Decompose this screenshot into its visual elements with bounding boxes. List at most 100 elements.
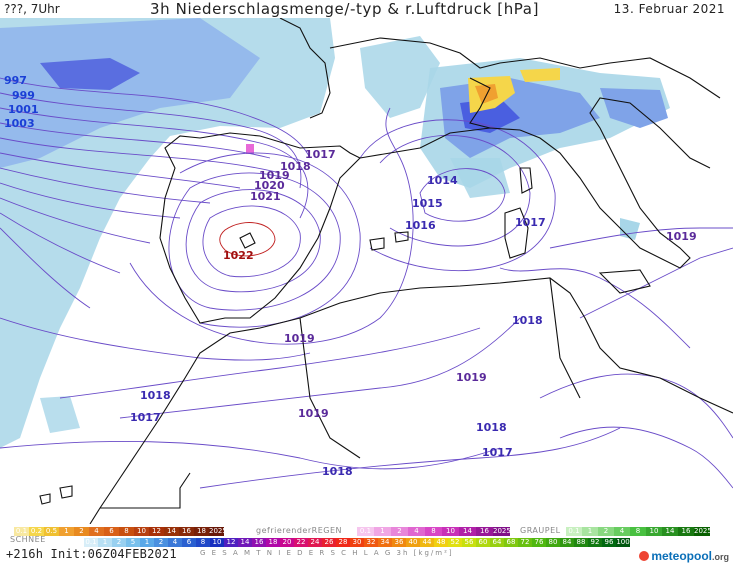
precip-atlantic-mid <box>0 18 260 168</box>
legend-snow-cell: 8 <box>196 538 210 547</box>
isobar-label-layer: 997 999 1001 1003 1017 1018 1019 1020 10… <box>4 74 697 478</box>
legend-snow-cell: 2 <box>112 538 126 547</box>
legend-graupel-cell: 10 <box>646 527 662 536</box>
brand-logo[interactable]: meteopool.org <box>639 549 729 563</box>
isobar-label: 1020 <box>254 179 285 192</box>
legend-snow-cell: 56 <box>462 538 476 547</box>
isobar-label: 1019 <box>284 332 315 345</box>
isobar-layer <box>0 77 733 489</box>
legend-freezing-cell: 14 <box>459 527 476 536</box>
precip-corsica <box>450 158 510 198</box>
legend-freezing-cell: 16 <box>476 527 493 536</box>
legend-freezing-scale: 0.1 1 2 4 8 10 14 16 2025+ <box>357 527 517 536</box>
isobar-label: 1003 <box>4 117 35 130</box>
isobar-label: 1017 <box>305 148 336 161</box>
legend-snow-cell: 16 <box>252 538 266 547</box>
coast-corsica <box>519 167 533 194</box>
legend-snow-cell: 48 <box>434 538 448 547</box>
legend-snow-cell: 24 <box>308 538 322 547</box>
legend-mixed-scale: 0.1 0.2 0.5 1 2 4 6 8 10 12 14 16 18 2025+ <box>14 527 233 536</box>
precip-scale-title: G E S A M T N I E D E R S C H L A G 3h [… <box>200 549 454 557</box>
coast-sardinia <box>504 207 529 259</box>
legend-snow-cell: 40 <box>406 538 420 547</box>
isobar-label: 1019 <box>456 371 487 384</box>
precip-biscay <box>360 36 440 118</box>
legend-freezing-cell: 10 <box>442 527 459 536</box>
legend-snow-cell: 76 <box>532 538 546 547</box>
legend-mixed-cell: 14 <box>164 527 179 536</box>
legend-snow-cell: 1 <box>98 538 112 547</box>
precip-adriatic <box>600 88 668 128</box>
brand-dot-icon <box>639 551 650 561</box>
isobar-label: 1019 <box>666 230 697 243</box>
balearic-1 <box>369 237 385 251</box>
legend-snow-cell: 12 <box>224 538 238 547</box>
border-swiss <box>469 77 491 129</box>
legend-mixed-cell: 2 <box>74 527 89 536</box>
legend-snow-cell: 84 <box>560 538 574 547</box>
coast-north-africa <box>159 277 733 419</box>
legend-snow-cell: 0.1 <box>84 538 98 547</box>
isobar-label: 1001 <box>8 103 39 116</box>
legend-snow-cell: 92 <box>588 538 602 547</box>
border-france <box>329 37 721 99</box>
isobar-label: 1018 <box>140 389 171 402</box>
isobar-label: 997 <box>4 74 27 87</box>
map-svg: 997 999 1001 1003 1017 1018 1019 1020 10… <box>0 18 733 524</box>
legend-snow-cell: 80 <box>546 538 560 547</box>
legend-snow-cell: 64 <box>490 538 504 547</box>
coast-sicily <box>598 269 651 294</box>
map-canvas[interactable]: 997 999 1001 1003 1017 1018 1019 1020 10… <box>0 18 733 524</box>
precip-pink <box>246 144 254 154</box>
legend-snow-cell: 4 <box>168 538 182 547</box>
precipitation-layer <box>0 18 670 448</box>
precip-canary <box>40 396 80 433</box>
brand-suffix: .org <box>712 552 729 562</box>
isobar-label: 1019 <box>259 169 290 182</box>
legend-mixed-cell: 16 <box>179 527 194 536</box>
legend-graupel-cell: 2025+ <box>694 527 718 536</box>
legend-snow-cell: 18 <box>266 538 280 547</box>
coast-france-med <box>359 127 521 159</box>
isobar-label: 1022 <box>223 249 254 262</box>
precip-ne-italy <box>620 218 640 240</box>
legend-graupel-scale: 0.1 1 2 4 8 10 14 16 2025+ <box>566 527 718 536</box>
canary-1 <box>59 485 73 499</box>
legend-mixed-cell: 10 <box>134 527 149 536</box>
isobar-label: 999 <box>12 89 35 102</box>
small-isle <box>239 232 256 249</box>
legend-snow-cell: 72 <box>518 538 532 547</box>
legend-snow-cell: 5 <box>126 538 140 547</box>
legend-snow-title: SCHNEE <box>10 535 46 544</box>
legend-freezing-cell: 2025+ <box>493 527 517 536</box>
forecast-date: 13. Februar 2021 <box>613 2 725 16</box>
legend-freezing-cell: 0.1 <box>357 527 374 536</box>
legend-snow-cell: 22 <box>294 538 308 547</box>
isobar-label: 1021 <box>250 190 281 203</box>
legend-snow-cell: 28 <box>336 538 350 547</box>
border-morocco-south <box>100 472 191 509</box>
forecast-time: ???, 7Uhr <box>4 2 60 16</box>
isobar-1022 <box>219 222 276 257</box>
isobar-label: 1018 <box>476 421 507 434</box>
legend-mixed-cell: 0.1 <box>14 527 29 536</box>
legend-mixed-cell: 8 <box>119 527 134 536</box>
legend-graupel-cell: 14 <box>662 527 678 536</box>
legend-snow-cell: 30 <box>350 538 364 547</box>
legend-freezing-cell: 2 <box>391 527 408 536</box>
legend-freezing-cell: 1 <box>374 527 391 536</box>
balearic-2 <box>394 231 409 243</box>
isobar-label: 1017 <box>130 411 161 424</box>
legend-snow-cell: 52 <box>448 538 462 547</box>
legend-snow-cell: 44 <box>420 538 434 547</box>
legend-snow-cell: 20 <box>280 538 294 547</box>
legend-mixed-cell: 0.2 <box>29 527 44 536</box>
legend-mixed-cell: 1 <box>59 527 74 536</box>
border-tunisia <box>549 277 581 399</box>
legend-snow-cell: 14 <box>238 538 252 547</box>
legend-snow-cell: 36 <box>392 538 406 547</box>
isobar-label: 1017 <box>515 216 546 229</box>
legend-snow-cell: 100 <box>616 538 630 547</box>
map-title: 3h Niederschlagsmenge/-typ & r.Luftdruck… <box>150 0 540 18</box>
legend-graupel-cell: 0.1 <box>566 527 582 536</box>
